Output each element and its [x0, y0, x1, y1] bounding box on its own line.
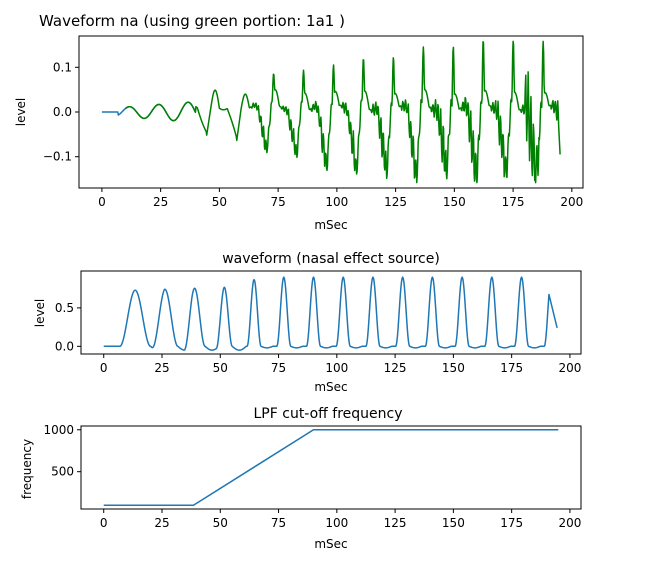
x-tick-label: 200: [558, 361, 581, 375]
panel-waveform-na: Waveform na (using green portion: 1a1 ) …: [14, 12, 583, 232]
x-tick-label: 75: [271, 361, 286, 375]
y-tick-label: 500: [51, 465, 74, 479]
x-tick-label: 25: [154, 516, 169, 530]
lpf-cutoff-line: [104, 430, 559, 505]
panel-3-x-label: mSec: [314, 537, 347, 551]
panel-2-y-ticks: 0.0 0.5: [55, 301, 81, 353]
x-tick-label: 75: [270, 195, 285, 209]
y-tick-label: 0.5: [55, 301, 74, 315]
x-tick-label: 125: [384, 361, 407, 375]
x-tick-label: 100: [325, 361, 348, 375]
panel-2-frame: [81, 271, 581, 354]
nasal-source-line: [104, 277, 557, 350]
x-tick-label: 0: [98, 195, 106, 209]
panel-3-plot-lines: [104, 430, 559, 505]
panel-1-y-label: level: [14, 98, 28, 127]
y-tick-label: 0.0: [55, 339, 74, 353]
y-tick-label: 1000: [43, 423, 74, 437]
x-tick-label: 125: [384, 516, 407, 530]
x-tick-label: 50: [212, 195, 227, 209]
x-tick-label: 50: [213, 361, 228, 375]
panel-3-y-ticks: 500 1000: [43, 423, 81, 479]
x-tick-label: 25: [153, 195, 168, 209]
panel-2-title: waveform (nasal effect source): [222, 251, 440, 267]
x-tick-label: 50: [213, 516, 228, 530]
panel-1-x-label: mSec: [314, 218, 347, 232]
x-tick-label: 25: [154, 361, 169, 375]
y-tick-label: −0.1: [43, 150, 72, 164]
panel-2-x-ticks: 0 25 50 75 100 125 150 175 200: [100, 354, 581, 375]
x-tick-label: 200: [560, 195, 583, 209]
panel-3-x-ticks: 0 25 50 75 100 125 150 175 200: [100, 509, 581, 530]
panel-lpf-cutoff: LPF cut-off frequency 0 25 50 75 100 125 150 17…: [20, 406, 581, 551]
x-tick-label: 0: [100, 361, 108, 375]
waveform-blue-line: [102, 102, 196, 120]
panel-1-x-ticks: 0 25 50 75 100 125 150 175 200: [98, 188, 583, 209]
panel-3-frame: [81, 426, 581, 509]
x-tick-label: 175: [502, 195, 525, 209]
x-tick-label: 200: [558, 516, 581, 530]
panel-1-plot-lines: [102, 41, 560, 182]
x-tick-label: 175: [500, 516, 523, 530]
x-tick-label: 175: [500, 361, 523, 375]
panel-2-x-label: mSec: [314, 380, 347, 394]
y-tick-label: 0.0: [53, 105, 72, 119]
x-tick-label: 75: [271, 516, 286, 530]
panel-2-y-label: level: [33, 299, 47, 328]
panel-3-y-label: frequency: [20, 439, 34, 499]
x-tick-label: 100: [325, 516, 348, 530]
waveform-green-line: [125, 41, 560, 182]
x-tick-label: 150: [443, 195, 466, 209]
y-tick-label: 0.1: [53, 60, 72, 74]
panel-1-title: Waveform na (using green portion: 1a1 ): [39, 12, 345, 30]
x-tick-label: 125: [384, 195, 407, 209]
x-tick-label: 150: [442, 516, 465, 530]
panel-3-title: LPF cut-off frequency: [254, 406, 403, 422]
x-tick-label: 150: [442, 361, 465, 375]
x-tick-label: 100: [325, 195, 348, 209]
x-tick-label: 0: [100, 516, 108, 530]
panel-nasal-source: waveform (nasal effect source) 0 25 50 75 10…: [33, 251, 581, 394]
panel-1-y-ticks: −0.1 0.0 0.1: [43, 60, 79, 163]
panel-2-plot-lines: [104, 277, 557, 350]
